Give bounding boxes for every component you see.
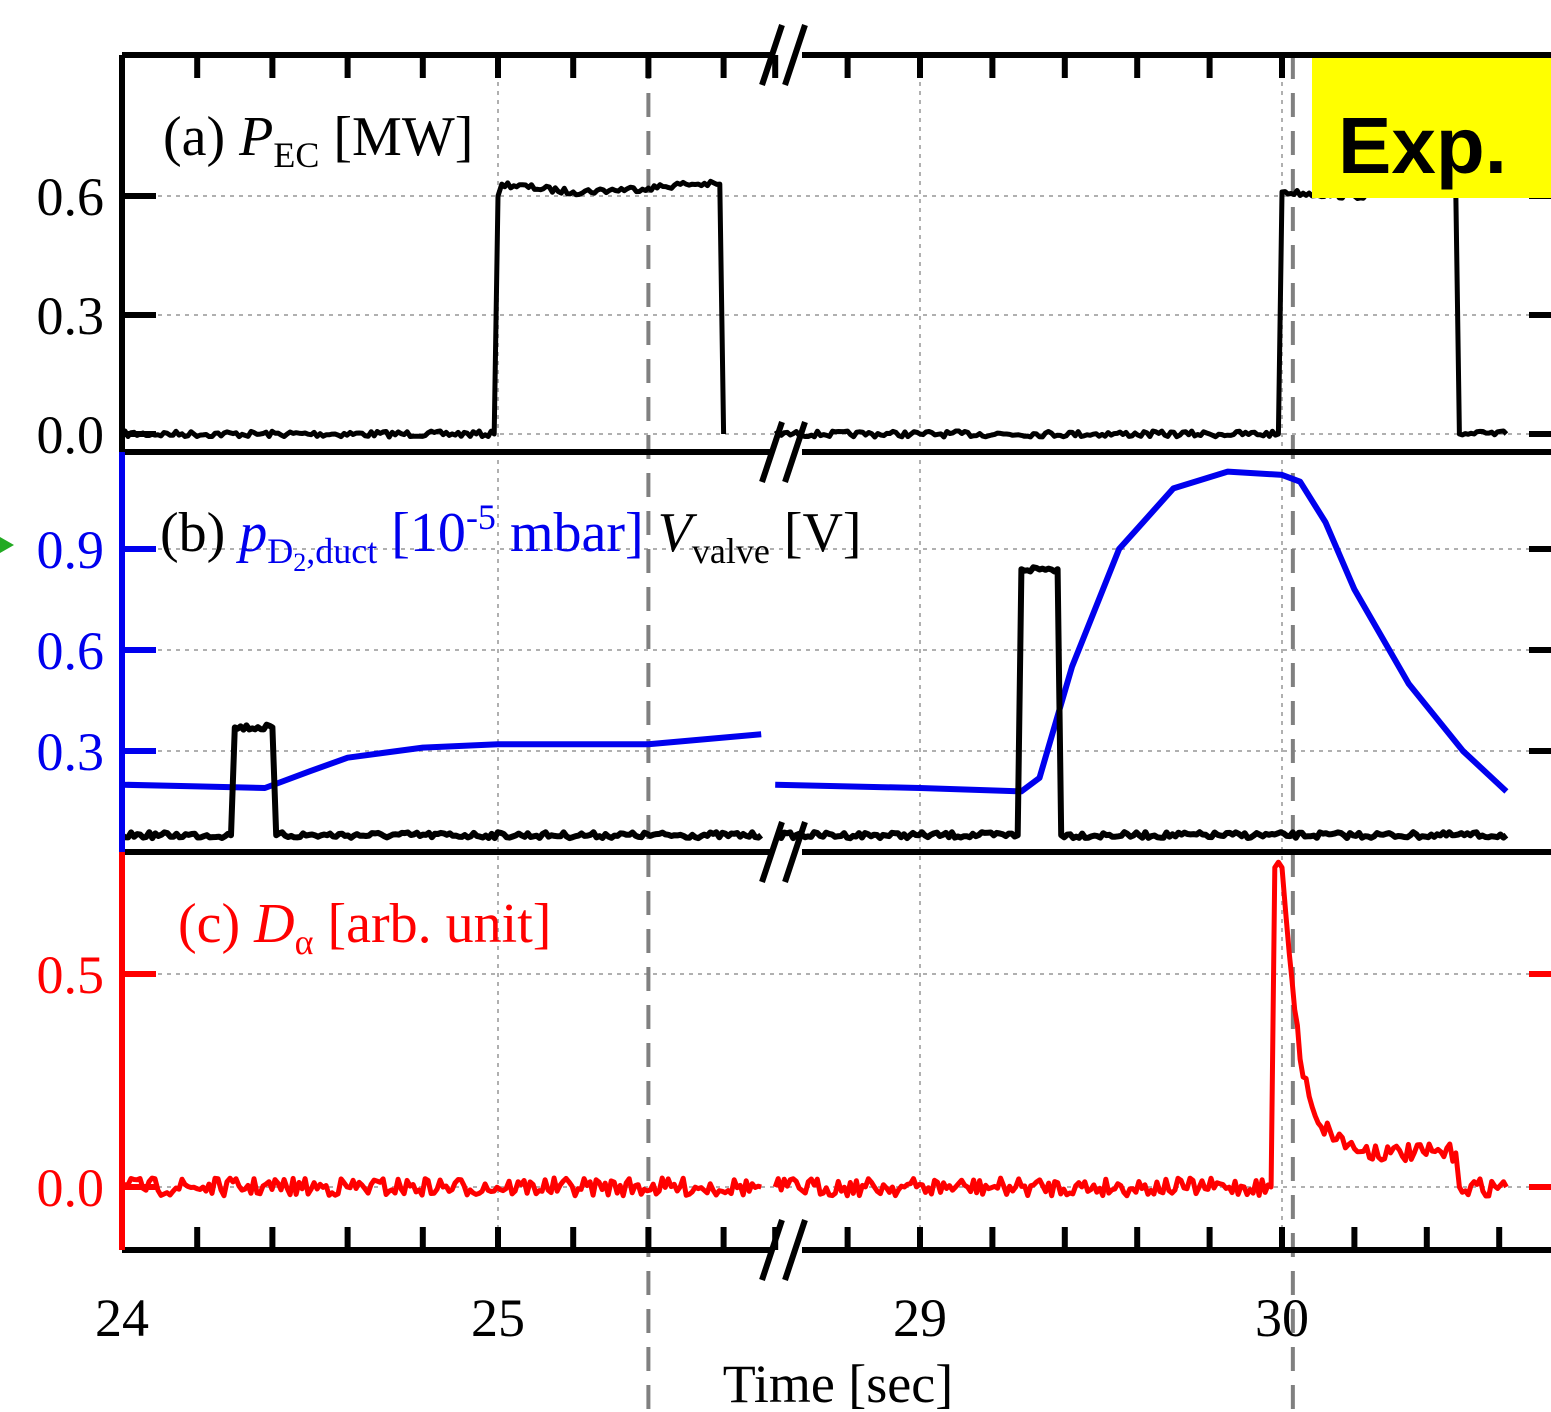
axis-break-slash-1b [782,421,808,483]
panel-a-subscript: EC [273,135,319,175]
panel-b-label: (b) pD2,duct [10-5 mbar] Vvalve [V] [160,497,862,577]
axis-break-slash-1a [759,421,785,483]
xtick-label-1: 25 [471,1288,525,1348]
xtick-label-0: 24 [95,1288,149,1348]
ytick-label-a-2: 0.6 [37,167,105,227]
axes-frame [119,24,1551,1281]
xtick-label-2: 29 [893,1288,947,1348]
ytick-label-b-0: 0.3 [37,722,105,782]
panel-a-label: (a) PEC [MW] [163,106,473,175]
ytick-label-c-1: 0.5 [37,945,105,1005]
panel-b-sub1-rest: ,duct [306,531,377,571]
panel-b-symbol1: p [235,502,267,564]
panel-b-symbol2: V [658,502,698,564]
ytick-label-a-0: 0.0 [37,405,105,465]
series-line-b-1 [120,564,1509,842]
panel-b-unit1-exp: -5 [466,497,496,537]
arrow-icon [0,537,14,553]
panel-c-prefix: (c) [178,893,254,955]
ytick-label-c-0: 0.0 [37,1158,105,1218]
axis-break-slash-0a [759,24,785,86]
exp-badge-text: Exp. [1338,101,1507,190]
ytick-label-b-1: 0.6 [37,621,105,681]
axis-break-slash-3a [759,1219,785,1281]
panel-a-unit: [MW] [319,106,473,168]
panel-a-prefix: (a) [163,106,239,168]
series-line-c-0 [120,859,1509,1199]
exp-badge-background [1312,58,1551,198]
data-series [120,178,1509,1199]
ytick-label-a-1: 0.3 [37,286,105,346]
panel-b-sub1-sub: 2 [293,548,306,577]
grid-lines [122,55,1551,1250]
panel-c-symbol: D [253,893,294,955]
panel-a-symbol: P [238,106,273,168]
panel-b-unit1-post: mbar] [496,502,658,564]
tick-labels: 0.0 0.3 0.6 0.3 0.6 0.9 0.0 0.5 24 25 29 30 [37,167,1310,1348]
series-line-a-0 [120,178,1509,440]
panel-b-unit2: [V] [770,502,862,564]
x-axis-label: Time [sec] [723,1354,953,1412]
panel-b-prefix: (b) [160,502,239,564]
panel-c-unit: [arb. unit] [313,893,551,955]
xtick-label-3: 30 [1255,1288,1309,1348]
axis-break-slash-0b [782,24,808,86]
panel-b-sub1-main: D [267,531,293,571]
axis-break-slash-2b [782,821,808,883]
ytick-label-b-2: 0.9 [37,520,105,580]
exp-badge: Exp. [1312,58,1551,198]
axis-break-slash-3b [782,1219,808,1281]
panel-b-unit1-pre: [10 [377,502,466,564]
panel-c-label: (c) Dα [arb. unit] [178,893,551,962]
panel-b-sub2: valve [692,531,770,571]
tick-marks [122,55,1551,1250]
panel-c-subscript: α [295,922,314,962]
axis-break-slash-2a [759,821,785,883]
